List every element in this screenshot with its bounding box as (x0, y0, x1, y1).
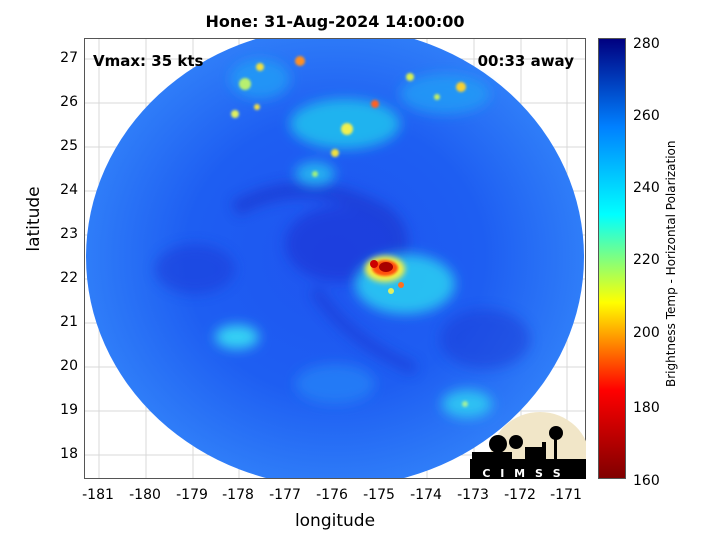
y-tick-23: 23 (60, 226, 78, 242)
colorbar-tick-180: 180 (633, 400, 660, 416)
y-tick-24: 24 (60, 182, 78, 198)
y-tick-18: 18 (60, 446, 78, 462)
cimss-logo (470, 412, 586, 479)
x-tick-181: -181 (82, 487, 114, 503)
colorbar-tick-220: 220 (633, 252, 660, 268)
y-tick-20: 20 (60, 358, 78, 374)
colorbar-tick-240: 240 (633, 180, 660, 196)
brightness-temp-map (85, 39, 585, 478)
y-tick-22: 22 (60, 270, 78, 286)
y-tick-27: 27 (60, 50, 78, 66)
colorbar-label: Brightness Temp - Horizontal Polarizatio… (664, 140, 678, 387)
x-axis-label: longitude (294, 511, 376, 531)
time-away-label: 00:33 away (477, 52, 574, 70)
convective-cells (231, 56, 468, 407)
y-tick-25: 25 (60, 138, 78, 154)
x-tick-179: -179 (176, 487, 208, 503)
x-tick-176: -176 (316, 487, 348, 503)
cimss-logo-text: C I M S S (482, 467, 564, 480)
x-tick-180: -180 (129, 487, 161, 503)
colorbar-tick-200: 200 (633, 325, 660, 341)
y-tick-21: 21 (60, 314, 78, 330)
colorbar-tick-260: 260 (633, 108, 660, 124)
x-tick-175: -175 (363, 487, 395, 503)
y-axis-label: latitude (24, 186, 44, 252)
x-tick-171: -171 (550, 487, 582, 503)
vmax-label: Vmax: 35 kts (93, 52, 204, 70)
storm-core (365, 256, 405, 294)
y-tick-19: 19 (60, 402, 78, 418)
colorbar-tick-160: 160 (633, 473, 660, 489)
x-tick-172: -172 (504, 487, 536, 503)
x-tick-174: -174 (410, 487, 442, 503)
x-tick-173: -173 (457, 487, 489, 503)
x-tick-178: -178 (222, 487, 254, 503)
plot-area (84, 38, 586, 479)
y-tick-26: 26 (60, 94, 78, 110)
chart-title: Hone: 31-Aug-2024 14:00:00 (205, 12, 465, 31)
colorbar-tick-280: 280 (633, 36, 660, 52)
colorbar (598, 38, 626, 479)
x-tick-177: -177 (269, 487, 301, 503)
